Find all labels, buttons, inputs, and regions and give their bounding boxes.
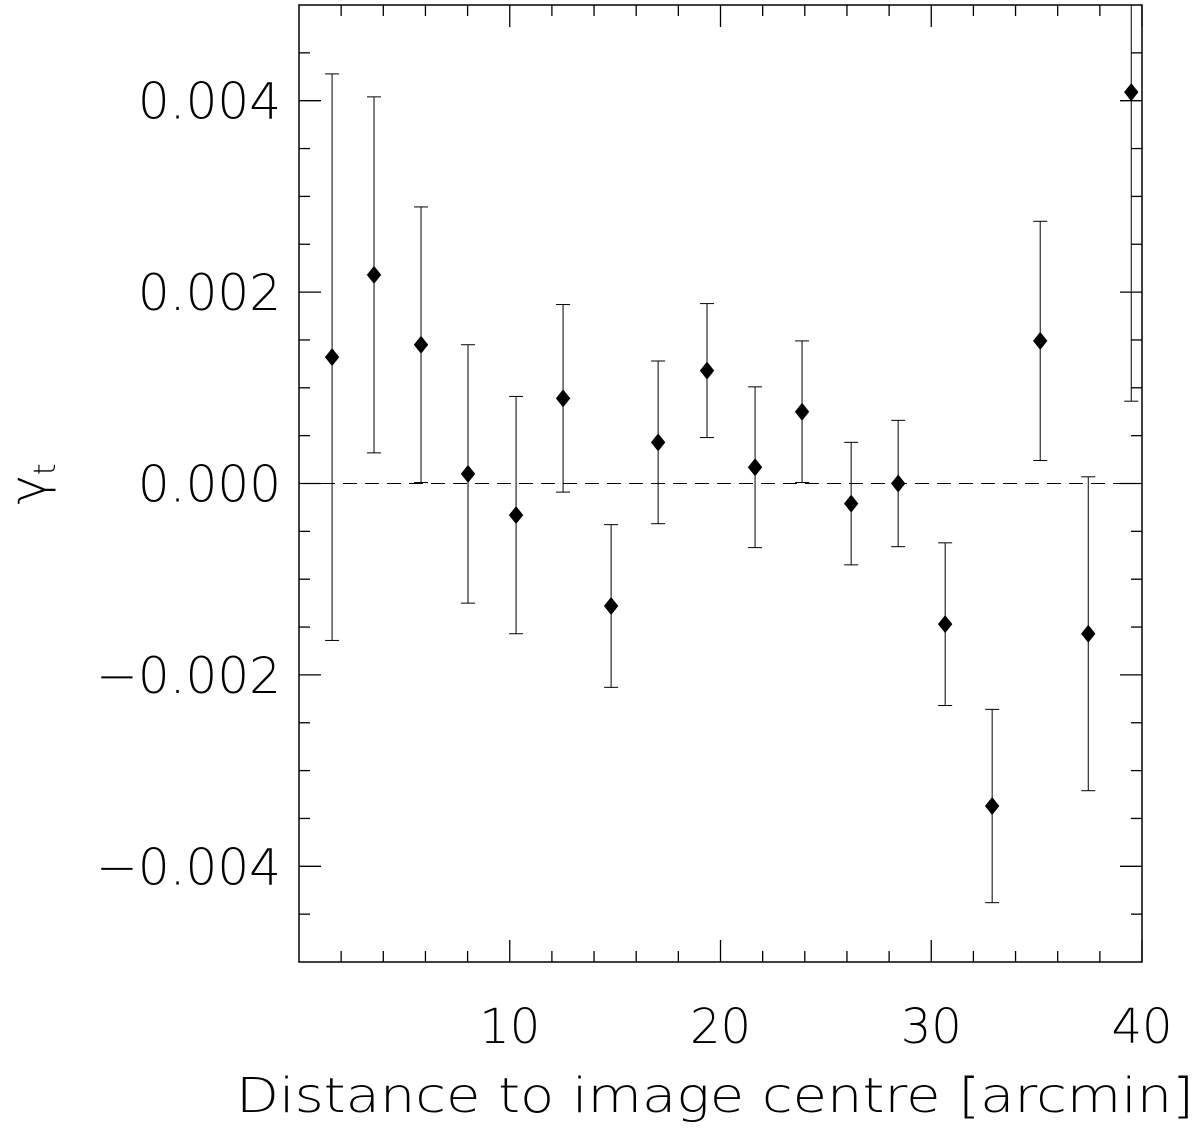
x-tick-label: 10 [479,999,540,1055]
y-tick-label: 0.000 [138,456,281,514]
data-point [1124,83,1139,102]
data-point [508,506,524,525]
data-point [747,458,763,477]
data-point [555,389,571,408]
data-point [843,494,859,513]
data-point [413,335,429,354]
y-label-subscript: t [28,463,63,475]
data-point [366,265,382,284]
x-tick-label: 40 [1111,999,1172,1055]
error-bar [1124,5,1139,402]
data-point [794,402,810,421]
data-point [890,474,906,493]
y-tick-label: −0.004 [96,838,281,896]
data-point [460,464,476,483]
data-point [1033,331,1048,350]
data-point [937,615,953,634]
y-label-symbol: γ [0,475,57,505]
data-point [1081,624,1096,643]
data-point [324,348,340,367]
data-point [699,361,715,380]
y-tick-label: 0.002 [138,264,281,322]
x-tick-label: 20 [690,999,751,1055]
y-axis-label-symbol: γt [0,463,63,504]
y-tick-label: −0.002 [96,647,281,705]
data-point [650,433,666,452]
y-tick-label: 0.004 [138,73,281,131]
y-axis-label: γt [0,463,63,504]
x-tick-label: 30 [901,999,962,1055]
x-axis-label: Distance to image centre [arcmin] [236,1068,1194,1124]
data-point [984,797,1000,816]
data-point [603,596,619,615]
